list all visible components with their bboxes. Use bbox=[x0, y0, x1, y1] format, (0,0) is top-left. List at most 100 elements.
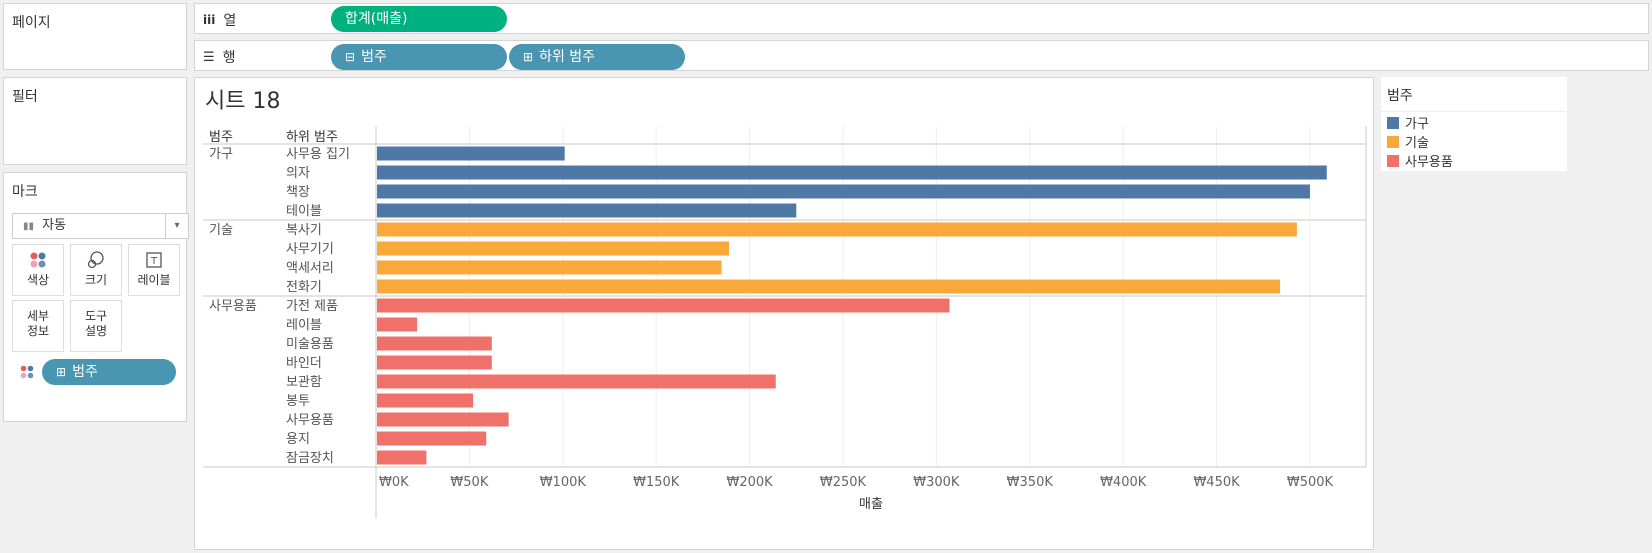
rows-pill-category[interactable]: ⊟ 범주 bbox=[331, 44, 507, 70]
legend-item-furniture[interactable]: 가구 bbox=[1387, 113, 1429, 132]
expand-icon: ⊞ bbox=[523, 50, 534, 64]
marks-label: 마크 bbox=[12, 184, 38, 200]
bar[interactable] bbox=[377, 317, 418, 332]
x-tick-label: ₩150K bbox=[633, 475, 680, 490]
size-label: 크기 bbox=[84, 273, 108, 287]
columns-shelf-label: iii 열 bbox=[203, 10, 236, 30]
bar[interactable] bbox=[377, 336, 492, 351]
legend-item-technology[interactable]: 기술 bbox=[1387, 132, 1429, 151]
text-icon: T bbox=[129, 251, 179, 273]
bar[interactable] bbox=[377, 260, 722, 275]
columns-shelf: iii 열 합계(매출) bbox=[194, 3, 1649, 34]
bar[interactable] bbox=[377, 298, 950, 313]
legend-label: 가구 bbox=[1405, 117, 1429, 132]
subcategory-label: 의자 bbox=[286, 166, 310, 181]
bar[interactable] bbox=[377, 412, 509, 427]
legend-label: 사무용품 bbox=[1405, 155, 1453, 170]
x-tick-label: ₩100K bbox=[540, 475, 587, 490]
color-button[interactable]: 색상 bbox=[12, 244, 64, 296]
bar[interactable] bbox=[377, 279, 1281, 294]
pages-panel: 페이지 bbox=[3, 3, 187, 70]
bar[interactable] bbox=[377, 165, 1327, 180]
columns-pill-sales[interactable]: 합계(매출) bbox=[331, 6, 507, 32]
bar[interactable] bbox=[377, 355, 492, 370]
chevron-down-icon[interactable]: ▾ bbox=[165, 214, 188, 238]
x-tick-label: ₩0K bbox=[379, 475, 409, 490]
bar[interactable] bbox=[377, 374, 776, 389]
mark-type-value: 자동 bbox=[42, 218, 67, 233]
detail-button[interactable]: 세부 정보 bbox=[12, 300, 64, 352]
bar[interactable] bbox=[377, 222, 1297, 237]
x-tick-label: ₩350K bbox=[1007, 475, 1054, 490]
bar[interactable] bbox=[377, 450, 427, 465]
color-field-pill[interactable]: ⊞ 범주 bbox=[42, 359, 176, 385]
columns-label: 열 bbox=[223, 13, 237, 29]
rows-pill-subcategory[interactable]: ⊞ 하위 범주 bbox=[509, 44, 685, 70]
color-icon bbox=[13, 251, 63, 273]
x-tick-label: ₩50K bbox=[450, 475, 488, 490]
size-button[interactable]: 크기 bbox=[70, 244, 122, 296]
filters-label: 필터 bbox=[12, 89, 38, 105]
header-subcategory: 하위 범주 bbox=[286, 130, 338, 145]
rows-shelf: ☰ 행 ⊟ 범주 ⊞ 하위 범주 bbox=[194, 40, 1649, 71]
subcategory-label: 액세서리 bbox=[286, 261, 334, 276]
bar[interactable] bbox=[377, 241, 730, 256]
x-tick-label: ₩500K bbox=[1287, 475, 1334, 490]
x-tick-label: ₩300K bbox=[913, 475, 960, 490]
legend-label: 기술 bbox=[1405, 136, 1429, 151]
columns-icon: iii bbox=[203, 13, 216, 27]
x-tick-label: ₩200K bbox=[726, 475, 773, 490]
collapse-icon: ⊟ bbox=[345, 50, 356, 64]
header-category: 범주 bbox=[209, 130, 233, 145]
legend-swatch bbox=[1387, 116, 1399, 129]
subcategory-label: 책장 bbox=[286, 185, 310, 200]
size-icon bbox=[71, 251, 121, 273]
legend-title: 범주 bbox=[1387, 88, 1413, 104]
color-label: 색상 bbox=[26, 273, 50, 287]
sheet-title: 시트 18 bbox=[205, 89, 280, 114]
subcategory-label: 레이블 bbox=[286, 318, 322, 333]
legend-item-office[interactable]: 사무용품 bbox=[1387, 151, 1453, 170]
subcategory-label: 테이블 bbox=[286, 204, 322, 219]
legend-swatch bbox=[1387, 154, 1399, 167]
x-tick-label: ₩400K bbox=[1100, 475, 1147, 490]
marks-panel: 마크 ▮▮ 자동 ▾ 색상 크기 T 레이블 세부 정보 도구 설명 bbox=[3, 172, 189, 422]
subcategory-label: 사무용 집기 bbox=[286, 147, 350, 162]
category-label: 사무용품 bbox=[209, 299, 257, 314]
label-button[interactable]: T 레이블 bbox=[128, 244, 180, 296]
tooltip-button[interactable]: 도구 설명 bbox=[70, 300, 122, 352]
x-tick-label: ₩450K bbox=[1193, 475, 1240, 490]
subcategory-label: 봉투 bbox=[286, 394, 310, 409]
bar[interactable] bbox=[377, 431, 487, 446]
filters-panel[interactable]: 필터 bbox=[3, 77, 187, 165]
tooltip-label-2: 설명 bbox=[84, 324, 108, 338]
detail-label-2: 정보 bbox=[26, 324, 50, 338]
mark-type-dropdown[interactable]: ▮▮ 자동 ▾ bbox=[12, 213, 189, 239]
bar[interactable] bbox=[377, 203, 797, 218]
color-field-label: 범주 bbox=[72, 364, 98, 380]
legend-swatch bbox=[1387, 135, 1399, 148]
category-label: 기술 bbox=[209, 223, 233, 238]
svg-text:T: T bbox=[150, 256, 158, 267]
pages-label: 페이지 bbox=[12, 15, 51, 31]
subcategory-label: 복사기 bbox=[286, 223, 322, 238]
bar[interactable] bbox=[377, 393, 474, 408]
detail-label-1: 세부 bbox=[26, 309, 50, 323]
columns-pill-label: 합계(매출) bbox=[345, 11, 408, 27]
bar[interactable] bbox=[377, 146, 565, 161]
subcategory-label: 미술용품 bbox=[286, 337, 334, 352]
subcategory-label: 바인더 bbox=[286, 356, 322, 371]
tooltip-label-1: 도구 bbox=[84, 309, 108, 323]
subcategory-label: 사무기기 bbox=[286, 242, 334, 257]
subcategory-label: 보관함 bbox=[286, 375, 322, 390]
bar-chart-icon: ▮▮ bbox=[23, 221, 35, 232]
rows-label: 행 bbox=[222, 50, 236, 66]
rows-pill-category-label: 범주 bbox=[361, 49, 387, 65]
subcategory-label: 잠금장치 bbox=[286, 451, 334, 466]
rows-pill-subcategory-label: 하위 범주 bbox=[539, 49, 596, 65]
label-label: 레이블 bbox=[137, 273, 171, 287]
bar[interactable] bbox=[377, 184, 1310, 199]
color-encoding-icon bbox=[20, 364, 34, 383]
category-label: 가구 bbox=[209, 147, 233, 162]
subcategory-label: 사무용품 bbox=[286, 413, 334, 428]
